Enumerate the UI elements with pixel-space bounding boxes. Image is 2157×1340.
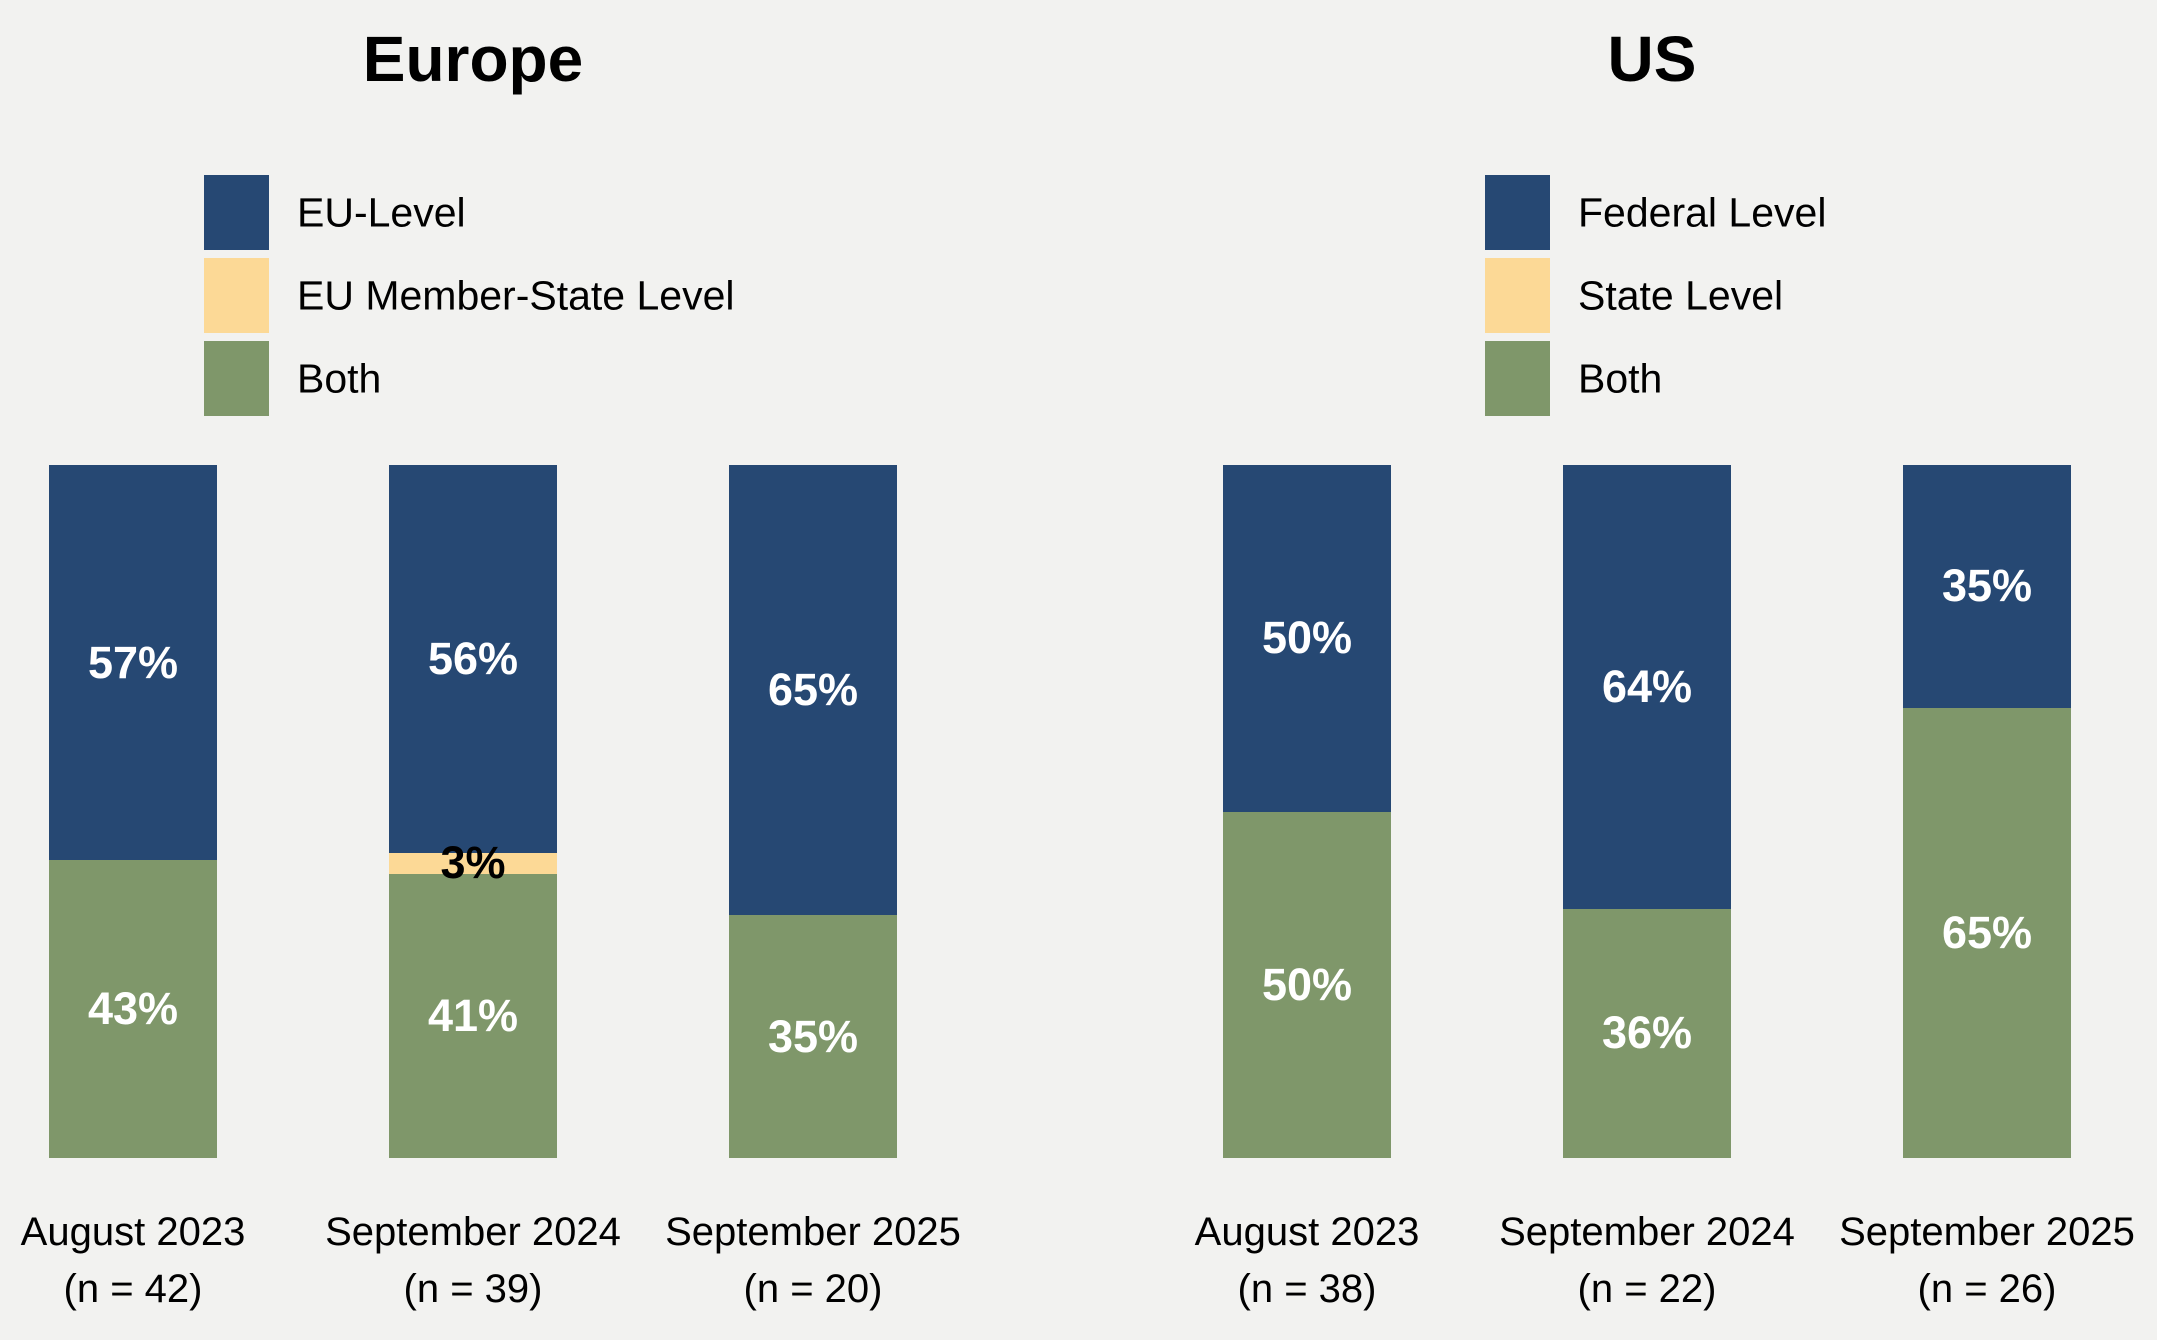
bar-segment-europe-september-2024-both xyxy=(389,873,557,1158)
x-label-europe-august-2023: August 2023 (n = 42) xyxy=(21,1204,246,1318)
x-label-n: (n = 42) xyxy=(63,1267,203,1311)
x-label-date: August 2023 xyxy=(20,1210,246,1254)
legend-label-us-both: Both xyxy=(1578,355,1663,401)
bar-segment-us-september-2025-both xyxy=(1903,707,2071,1158)
legend-swatch-europe-eu-level xyxy=(204,175,269,250)
x-label-n: (n = 38) xyxy=(1237,1267,1377,1311)
x-label-us-august-2023: August 2023 (n = 38) xyxy=(1195,1204,1420,1318)
value-label-europe-august-2023-both: 43% xyxy=(87,983,179,1034)
bar-segment-europe-september-2024-eu-member-state-level xyxy=(389,853,557,874)
legend-swatch-us-state-level xyxy=(1485,258,1550,333)
bar-segment-europe-september-2025-both xyxy=(729,915,897,1158)
x-label-europe-september-2025: September 2025 (n = 20) xyxy=(665,1204,961,1318)
legend-label-europe-both: Both xyxy=(297,355,382,401)
bar-segment-us-august-2023-both xyxy=(1223,811,1391,1158)
x-label-date: September 2024 xyxy=(325,1210,621,1254)
x-label-date: September 2025 xyxy=(665,1210,961,1254)
x-label-us-september-2024: September 2024 (n = 22) xyxy=(1499,1204,1795,1318)
bar-segment-europe-august-2023-eu-level xyxy=(49,465,217,860)
x-label-n: (n = 26) xyxy=(1917,1267,2057,1311)
value-label-us-august-2023-federal-level: 50% xyxy=(1261,612,1353,664)
x-label-date: September 2025 xyxy=(1839,1210,2135,1254)
value-label-europe-september-2025-both: 35% xyxy=(767,1010,859,1062)
value-label-us-september-2024-both: 36% xyxy=(1601,1007,1693,1059)
legend-label-us-state-level: State Level xyxy=(1578,272,1784,318)
bar-segment-europe-august-2023-both xyxy=(49,860,217,1158)
x-label-n: (n = 20) xyxy=(743,1267,883,1311)
bar-segment-us-september-2024-both xyxy=(1563,908,1731,1158)
bar-segment-us-august-2023-federal-level xyxy=(1223,465,1391,812)
legend-swatch-europe-eu-member-state-level xyxy=(204,258,269,333)
x-label-n: (n = 22) xyxy=(1577,1267,1717,1311)
value-label-europe-september-2025-eu-level: 65% xyxy=(767,664,859,716)
value-label-us-september-2025-federal-level: 35% xyxy=(1941,560,2033,612)
x-label-europe-september-2024: September 2024 (n = 39) xyxy=(325,1204,621,1318)
chart-title-europe: Europe xyxy=(362,23,584,95)
x-label-us-september-2025: September 2025 (n = 26) xyxy=(1839,1204,2135,1318)
bar-segment-europe-september-2024-eu-level xyxy=(389,465,557,854)
value-label-europe-september-2024-eu-level: 56% xyxy=(427,633,519,685)
value-label-europe-august-2023-eu-level: 57% xyxy=(87,636,179,688)
bar-segment-us-september-2025-federal-level xyxy=(1903,465,2071,708)
value-label-europe-september-2024-both: 41% xyxy=(427,989,519,1041)
bar-segment-europe-september-2025-eu-level xyxy=(729,465,897,916)
bar-segment-us-september-2024-federal-level xyxy=(1563,465,1731,909)
x-label-date: August 2023 xyxy=(1194,1210,1420,1254)
value-label-us-september-2025-both: 65% xyxy=(1941,906,2033,958)
value-label-europe-september-2024-eu-member-state-level: 3% xyxy=(440,837,506,889)
legend-label-europe-eu-member-state-level: EU Member-State Level xyxy=(297,272,735,318)
value-label-us-september-2024-federal-level: 64% xyxy=(1601,660,1693,712)
value-label-us-august-2023-both: 50% xyxy=(1261,958,1353,1010)
chart-title-us: US xyxy=(1607,23,1697,95)
x-label-n: (n = 39) xyxy=(403,1267,543,1311)
legend-label-europe-eu-level: EU-Level xyxy=(297,189,466,235)
legend-swatch-us-both xyxy=(1485,341,1550,416)
legend-swatch-us-federal-level xyxy=(1485,175,1550,250)
legend-swatch-europe-both xyxy=(204,341,269,416)
legend-label-us-federal-level: Federal Level xyxy=(1578,189,1827,235)
x-label-date: September 2024 xyxy=(1499,1210,1795,1254)
